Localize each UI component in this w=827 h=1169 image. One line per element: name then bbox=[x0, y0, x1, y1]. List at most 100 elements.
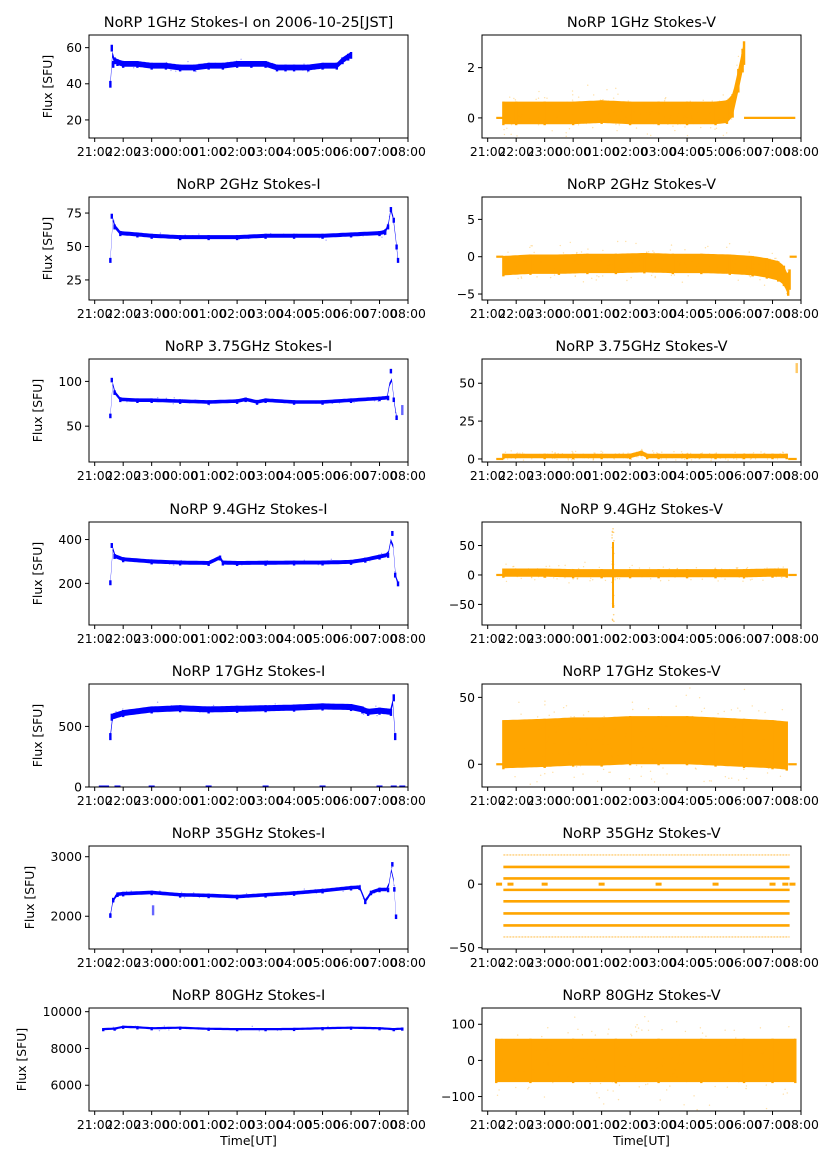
scatter-point bbox=[523, 569, 526, 572]
scatter-point bbox=[727, 98, 729, 100]
scatter-point bbox=[577, 1055, 579, 1057]
scatter-point bbox=[619, 737, 621, 739]
scatter-point bbox=[642, 574, 644, 576]
scatter-point bbox=[579, 454, 581, 456]
scatter-point bbox=[684, 741, 686, 744]
scatter-point bbox=[582, 453, 584, 455]
scatter-point bbox=[340, 705, 343, 707]
scatter-point bbox=[672, 456, 674, 459]
scatter-point bbox=[568, 732, 570, 734]
data-point bbox=[393, 572, 397, 578]
scatter-point bbox=[700, 710, 703, 713]
x-tick-label: 03:00 bbox=[248, 1117, 284, 1132]
x-tick-label: 22:00 bbox=[105, 144, 141, 159]
scatter-point bbox=[568, 454, 570, 456]
data-point bbox=[614, 253, 618, 275]
scatter-point bbox=[627, 571, 629, 573]
data-point bbox=[628, 453, 632, 460]
scatter-point bbox=[376, 714, 378, 717]
scatter-point bbox=[649, 114, 651, 116]
scatter-point bbox=[559, 244, 561, 247]
scatter-point bbox=[253, 563, 256, 565]
scatter-point bbox=[602, 576, 604, 578]
x-tick-label: 21:00 bbox=[77, 144, 113, 159]
scatter-point bbox=[649, 578, 652, 580]
scatter-point bbox=[734, 761, 737, 763]
scatter-point bbox=[552, 1069, 554, 1072]
scatter-point bbox=[679, 264, 681, 267]
scatter-point bbox=[613, 728, 615, 730]
scatter-point bbox=[181, 563, 184, 565]
scatter-point bbox=[664, 98, 666, 100]
scatter-point bbox=[672, 256, 674, 258]
scatter-point bbox=[775, 257, 777, 260]
data-point bbox=[391, 530, 394, 536]
scatter-point bbox=[275, 67, 278, 70]
scatter-point bbox=[528, 256, 531, 258]
scatter-point bbox=[604, 453, 606, 456]
scatter-point bbox=[562, 569, 564, 572]
subplot-title: NoRP 9.4GHz Stokes-I bbox=[169, 502, 327, 518]
data-point bbox=[321, 560, 324, 566]
scatter-point bbox=[609, 743, 612, 745]
x-tick-label: 04:00 bbox=[669, 1117, 705, 1132]
data-point bbox=[571, 717, 575, 767]
x-tick-label: 22:00 bbox=[498, 1117, 534, 1132]
scatter-point bbox=[523, 748, 525, 751]
scatter-point bbox=[556, 116, 558, 118]
scatter-point bbox=[643, 105, 645, 108]
x-tick-label: 21:00 bbox=[77, 631, 113, 646]
zero-marker bbox=[789, 882, 796, 886]
scatter-point bbox=[684, 262, 686, 265]
scatter-point bbox=[602, 739, 604, 741]
spike-point bbox=[612, 606, 615, 609]
scatter-point bbox=[669, 734, 671, 737]
scatter-point bbox=[766, 573, 768, 575]
scatter-point bbox=[593, 94, 595, 96]
scatter-point bbox=[565, 570, 568, 573]
scatter-point bbox=[730, 118, 733, 120]
scatter-point bbox=[775, 570, 778, 572]
scatter-point bbox=[714, 567, 717, 569]
scatter-point bbox=[663, 455, 665, 457]
data-point bbox=[389, 708, 393, 716]
scatter-point bbox=[505, 721, 508, 723]
scatter-point bbox=[777, 1040, 780, 1042]
data-point bbox=[571, 569, 575, 579]
scatter-point bbox=[594, 455, 596, 458]
scatter-point bbox=[630, 276, 632, 279]
zero-marker bbox=[148, 785, 155, 787]
scatter-point bbox=[739, 271, 742, 273]
scatter-point bbox=[776, 458, 779, 460]
scatter-point bbox=[513, 565, 515, 568]
scatter-point bbox=[593, 572, 595, 575]
scatter-point bbox=[614, 579, 616, 581]
scatter-point bbox=[666, 270, 669, 273]
scatter-point bbox=[624, 727, 626, 729]
scatter-point bbox=[561, 737, 563, 740]
scatter-point bbox=[157, 561, 160, 563]
data-point bbox=[366, 708, 370, 716]
scatter-point bbox=[377, 400, 379, 402]
scatter-point bbox=[594, 1059, 596, 1062]
scatter-point bbox=[662, 566, 665, 568]
axes-frame bbox=[481, 683, 802, 788]
scatter-point bbox=[571, 453, 574, 455]
scatter-point bbox=[777, 1072, 780, 1074]
scatter-point bbox=[342, 890, 344, 892]
scatter-point bbox=[505, 563, 507, 565]
scatter-point bbox=[668, 568, 671, 570]
scatter-point bbox=[753, 729, 755, 731]
scatter-point bbox=[537, 116, 539, 118]
scatter-point bbox=[568, 1071, 570, 1073]
scatter-point bbox=[234, 562, 237, 564]
scatter-point bbox=[549, 276, 552, 279]
data-point bbox=[349, 1026, 353, 1030]
scatter-point bbox=[659, 1099, 661, 1101]
scatter-point bbox=[718, 100, 721, 102]
scatter-point bbox=[757, 270, 759, 272]
data-point bbox=[264, 61, 267, 68]
scatter-point bbox=[503, 128, 505, 131]
scatter-point bbox=[566, 454, 569, 456]
axes-frame bbox=[481, 34, 802, 139]
